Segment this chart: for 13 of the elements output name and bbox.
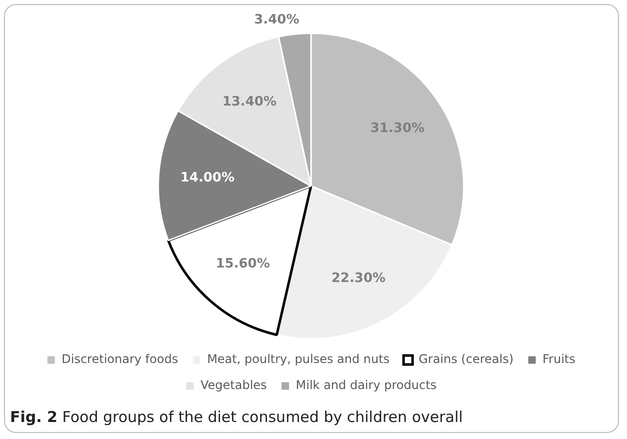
- legend-label: Grains (cereals): [418, 352, 514, 366]
- legend-label: Vegetables: [200, 378, 267, 392]
- legend-label: Discretionary foods: [62, 352, 178, 366]
- data-label: 15.60%: [216, 256, 270, 272]
- data-label: 22.30%: [331, 270, 386, 286]
- legend-label: Milk and dairy products: [296, 378, 437, 392]
- data-label: 3.40%: [254, 12, 300, 28]
- legend-label: Meat, poultry, pulses and nuts: [207, 352, 390, 366]
- data-label: 31.30%: [370, 120, 425, 136]
- data-label: 13.40%: [222, 94, 276, 110]
- text: Fig. 2 Food groups of the diet consumed by children overall: [10, 408, 463, 426]
- data-label: 14.00%: [180, 170, 235, 186]
- legend-label: Fruits: [542, 352, 576, 366]
